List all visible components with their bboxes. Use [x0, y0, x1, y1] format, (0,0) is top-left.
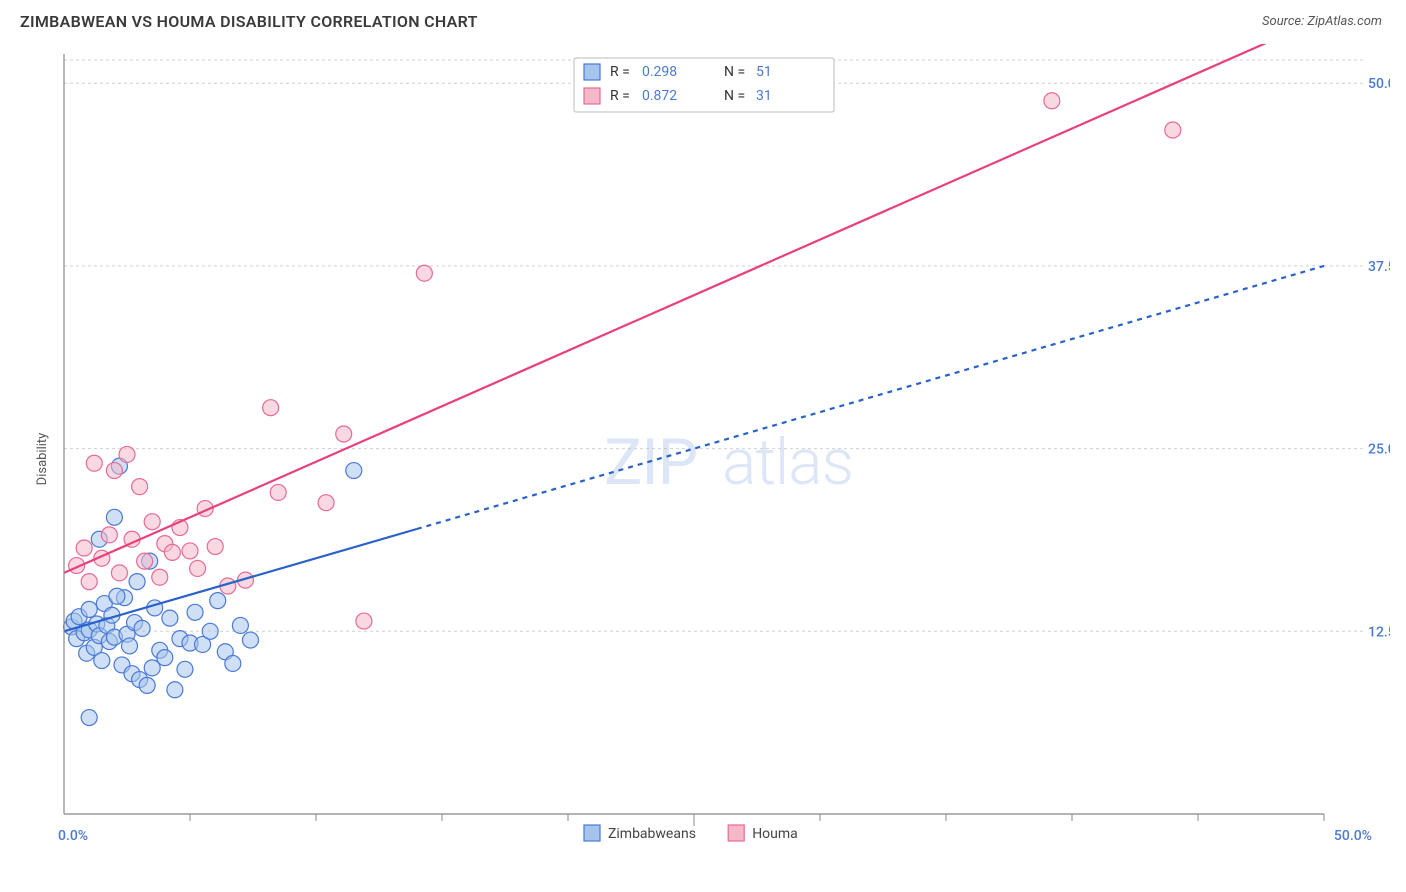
data-point — [81, 601, 97, 617]
legend-swatch — [584, 825, 600, 841]
data-point — [129, 574, 145, 590]
legend-label: Zimbabweans — [608, 826, 696, 842]
legend-swatch — [728, 825, 744, 841]
scatter-plot: ZIP atlas 12.5% 25.0% 37.5% 50.0% R = 0.298 N… — [44, 44, 1390, 874]
data-point — [109, 588, 125, 604]
data-point — [167, 682, 183, 698]
x-axis-max: 50.0% — [1334, 828, 1372, 844]
data-point — [164, 544, 180, 560]
legend-n-label: N = — [724, 88, 745, 104]
data-point — [81, 710, 97, 726]
legend-n-label: N = — [724, 64, 745, 80]
data-point — [137, 553, 153, 569]
data-point — [86, 455, 102, 471]
correlation-legend: R = 0.298 N = 51 R = 0.872 N = 31 — [574, 58, 834, 112]
data-point — [157, 650, 173, 666]
data-point — [162, 610, 178, 626]
legend-r-label: R = — [610, 88, 630, 104]
legend-swatch — [584, 88, 600, 104]
data-point — [94, 653, 110, 669]
data-point — [81, 574, 97, 590]
data-point — [152, 569, 168, 585]
data-point — [187, 604, 203, 620]
data-point — [177, 661, 193, 677]
y-tick-label: 37.5% — [1368, 259, 1390, 275]
data-point — [416, 265, 432, 281]
legend-r-value: 0.298 — [642, 64, 677, 80]
series-legend: Zimbabweans Houma — [584, 825, 798, 842]
data-point — [106, 463, 122, 479]
data-point — [356, 613, 372, 629]
data-point — [119, 446, 135, 462]
data-point — [1165, 122, 1181, 138]
y-tick-label: 50.0% — [1368, 76, 1390, 92]
legend-swatch — [584, 64, 600, 80]
data-point — [225, 655, 241, 671]
watermark-atlas: atlas — [722, 425, 853, 500]
data-point — [182, 543, 198, 559]
data-point — [207, 539, 223, 555]
legend-n-value: 51 — [756, 64, 772, 80]
y-tick-label: 25.0% — [1368, 442, 1390, 458]
data-point — [132, 479, 148, 495]
watermark-zip: ZIP — [604, 425, 697, 500]
legend-n-value: 31 — [756, 88, 772, 104]
data-point — [106, 509, 122, 525]
data-point — [190, 560, 206, 576]
data-point — [336, 426, 352, 442]
data-point — [270, 484, 286, 500]
legend-r-value: 0.872 — [642, 88, 677, 104]
y-tick-label: 12.5% — [1368, 624, 1390, 640]
data-point — [101, 527, 117, 543]
chart-container: Disability ZIP atlas 12.5%25.0%37.5%50.0… — [20, 44, 1390, 874]
data-point — [232, 617, 248, 633]
data-point — [1044, 93, 1060, 109]
data-point — [122, 638, 138, 654]
trend-line-extrapolated — [417, 266, 1324, 529]
data-point — [263, 400, 279, 416]
legend-r-label: R = — [610, 64, 630, 80]
data-point — [111, 565, 127, 581]
chart-title: ZIMBABWEAN VS HOUMA DISABILITY CORRELATI… — [20, 12, 478, 31]
legend-label: Houma — [752, 826, 798, 842]
data-point — [76, 540, 92, 556]
data-point — [210, 593, 226, 609]
data-point — [202, 623, 218, 639]
data-point — [346, 463, 362, 479]
data-point — [139, 677, 155, 693]
data-point — [242, 632, 258, 648]
chart-source: Source: ZipAtlas.com — [1262, 14, 1382, 29]
data-point — [318, 495, 334, 511]
x-axis-min: 0.0% — [58, 828, 88, 844]
data-point — [134, 620, 150, 636]
data-point — [144, 514, 160, 530]
